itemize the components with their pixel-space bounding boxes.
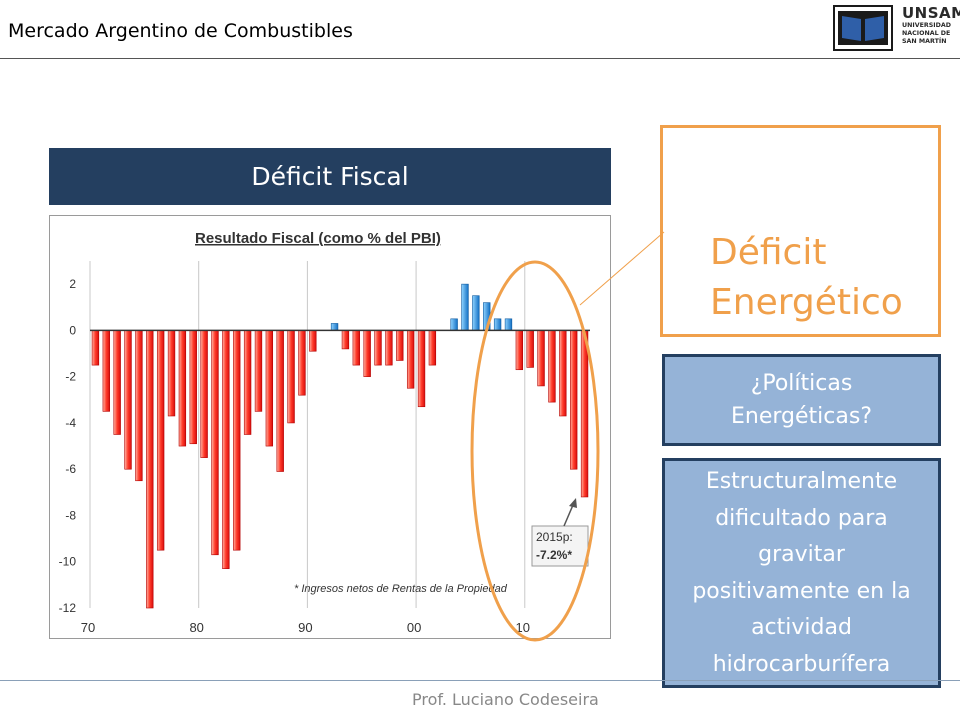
fiscal-chart-svg: Resultado Fiscal (como % del PBI) 2 0 -2 -4… [59,230,590,635]
bar-1974 [135,330,143,482]
energy-deficit-line-2: Energético [710,282,903,323]
bar-1994 [352,330,360,366]
bar-1983 [233,330,241,551]
logo-name: UNSAM [902,4,960,22]
x-tick-label: 00 [407,620,421,635]
bar-2003 [450,318,458,331]
section-banner: Déficit Fiscal [49,148,611,205]
policies-line-1: ¿Políticas [750,371,853,396]
bar-2001 [428,330,437,366]
y-tick-label: -4 [65,416,76,430]
structural-line-5: actividad [751,615,852,640]
bar-1993 [341,330,350,350]
bar-1976 [156,330,165,551]
y-tick-label: 2 [69,277,76,291]
annotation-box: 2015p: -7.2%* [531,498,589,567]
x-tick-label: 70 [81,620,95,635]
bar-1979 [189,330,197,445]
chart-title: Resultado Fiscal (como % del PBI) [195,230,441,247]
x-tick-label: 10 [516,620,530,635]
bar-2009 [515,330,524,371]
bar-1981 [211,330,219,556]
bar-1998 [396,330,404,361]
x-tick-label: 80 [189,620,203,635]
unsam-book-icon [833,5,893,51]
bar-1978 [178,330,187,447]
structural-line-3: gravitar [758,542,845,567]
bar-1985 [254,330,263,412]
bar-1988 [287,330,295,424]
bar-2013 [559,330,567,417]
bar-2005 [472,295,480,331]
structural-line-2: dificultado para [715,505,888,531]
bar-2000 [417,330,426,408]
bar-1990 [309,330,317,352]
structural-box: Estructuralmente dificultado para gravit… [662,458,941,688]
y-tick-label: -12 [59,601,77,615]
page-title: Mercado Argentino de Combustibles [8,20,353,42]
bar-2007 [493,318,502,331]
bar-1975 [146,330,154,609]
energy-deficit-callout: Déficit Energético [660,125,941,337]
energy-policies-box: ¿Políticas Energéticas? [662,354,941,446]
bar-1997 [385,330,393,366]
y-tick-label: -8 [65,508,76,522]
fiscal-chart: Resultado Fiscal (como % del PBI) 2 0 -2 -4… [49,215,611,639]
logo-line-2: NACIONAL DE [902,30,951,37]
chart-footnote: * Ingresos netos de Rentas de la Propied… [294,583,508,595]
bar-2010 [526,330,534,368]
y-tick-label: 0 [69,323,76,337]
bar-1972 [113,330,121,435]
bar-2015 [580,330,589,498]
bar-2011 [537,330,545,387]
structural-line-4: positivamente en la [692,578,911,604]
y-tick-label: -6 [65,462,76,476]
logo-line-3: SAN MARTÍN [902,38,947,45]
bar-1980 [200,330,208,458]
bar-1987 [276,330,284,472]
bar-1971 [102,330,110,412]
annotation-arrow [563,504,574,527]
bar-1984 [243,330,252,435]
bar-2004 [461,283,469,331]
y-tick-label: -10 [59,555,77,569]
structural-line-1: Estructuralmente [705,469,898,494]
bar-1973 [124,330,132,470]
annotation-label-value: -7.2%* [536,548,572,562]
bar-2006 [483,302,491,331]
bar-1986 [265,330,274,447]
bar-2014 [570,330,578,470]
energy-deficit-line-1: Déficit [710,232,827,273]
y-tick-label: -2 [65,370,76,384]
footer-divider [0,680,960,681]
bar-2012 [548,330,556,403]
bar-2008 [504,318,513,331]
bar-1995 [363,330,371,377]
bar-1989 [298,330,306,396]
header-divider [0,58,960,59]
bar-1970 [91,330,100,366]
structural-line-6: hidrocarburífera [712,651,891,677]
policies-line-2: Energéticas? [731,404,872,429]
bar-1982 [222,330,230,569]
university-logo-text: UNSAM UNIVERSIDAD NACIONAL DE SAN MARTÍN [902,4,960,46]
bar-1999 [406,330,415,389]
footer-author: Prof. Luciano Codeseira [412,690,599,709]
x-tick-label: 90 [298,620,312,635]
bar-1977 [167,330,176,417]
bar-1996 [374,330,382,366]
bar-1992 [330,323,339,331]
annotation-label-year: 2015p: [536,530,573,544]
logo-line-1: UNIVERSIDAD [902,22,951,29]
